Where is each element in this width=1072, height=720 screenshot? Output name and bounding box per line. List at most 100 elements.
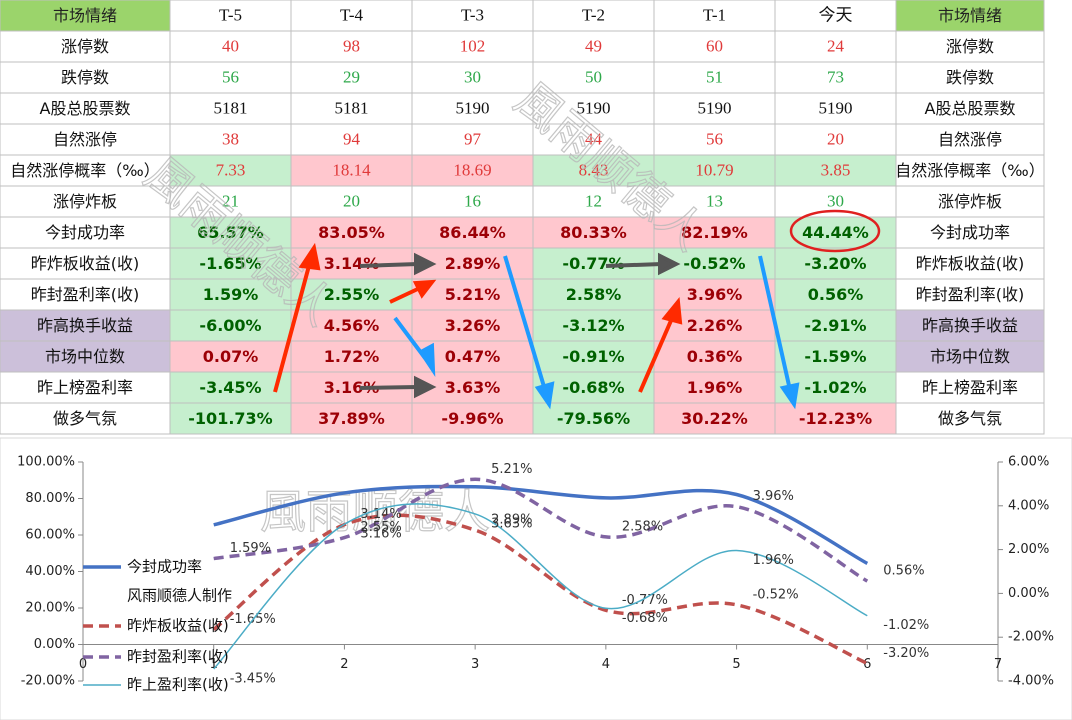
value-cell bbox=[169, 123, 292, 156]
value-cell bbox=[774, 154, 897, 187]
cell-value: 30.22% bbox=[681, 409, 748, 428]
cell-value: 2.26% bbox=[687, 316, 743, 335]
cell-value: 37.89% bbox=[318, 409, 385, 428]
cell-value: 5181 bbox=[214, 98, 248, 117]
cell-value: 2.89% bbox=[445, 254, 501, 273]
cell-value: 51 bbox=[706, 67, 723, 86]
data-label: 2.58% bbox=[622, 519, 663, 534]
cell-value: 73 bbox=[827, 67, 844, 86]
annotations bbox=[273, 209, 881, 410]
row-label: 自然涨停概率（‰） bbox=[10, 161, 159, 180]
header-text: 市场情绪 bbox=[938, 6, 1002, 25]
row-label: 市场中位数 bbox=[45, 347, 125, 366]
data-label: 5.21% bbox=[491, 462, 532, 477]
cell-value: -1.65% bbox=[199, 254, 261, 273]
y-tick-label: 80.00% bbox=[25, 491, 75, 506]
cell-value: 0.36% bbox=[687, 347, 743, 366]
row-label-cell bbox=[895, 61, 1045, 94]
cell-value: 94 bbox=[343, 129, 361, 148]
data-label: -0.68% bbox=[622, 611, 668, 626]
cell-value: 5190 bbox=[698, 98, 732, 117]
row-label-cell bbox=[0, 309, 171, 342]
row-label-cell bbox=[0, 185, 171, 218]
data-label: 3.63% bbox=[491, 516, 532, 531]
cell-value: -3.20% bbox=[804, 254, 866, 273]
row-label-cell bbox=[895, 247, 1045, 280]
cell-value: -6.00% bbox=[199, 316, 261, 335]
y-tick-label: 60.00% bbox=[25, 528, 75, 543]
cell-value: 98 bbox=[343, 36, 360, 55]
row-label: 跌停数 bbox=[61, 68, 109, 87]
header-cell bbox=[532, 0, 655, 32]
cell-value: 21 bbox=[222, 191, 239, 210]
cell-value: 5181 bbox=[335, 98, 369, 117]
row-label: 涨停炸板 bbox=[53, 192, 117, 211]
cell-value: -3.45% bbox=[199, 378, 261, 397]
cell-value: 5190 bbox=[819, 98, 853, 117]
cell-value: 0.07% bbox=[203, 347, 259, 366]
data-label: -1.02% bbox=[883, 618, 929, 633]
row-label-cell bbox=[895, 402, 1045, 435]
cell-value: 49 bbox=[585, 36, 602, 55]
value-cell bbox=[290, 371, 413, 404]
value-cell bbox=[532, 185, 655, 218]
data-label: 3.96% bbox=[753, 489, 794, 504]
value-cell bbox=[532, 30, 655, 63]
cell-value: 20 bbox=[827, 129, 844, 148]
row-label-cell bbox=[895, 278, 1045, 311]
row-label: 自然涨停 bbox=[53, 130, 117, 149]
cell-value: 40 bbox=[222, 36, 239, 55]
cell-value: -3.12% bbox=[562, 316, 624, 335]
cell-value: 82.19% bbox=[681, 223, 748, 242]
cell-value: -0.52% bbox=[683, 254, 745, 273]
value-cell bbox=[290, 216, 413, 249]
cell-value: 3.16% bbox=[324, 378, 380, 397]
legend-label: 昨炸板收益(收) bbox=[127, 617, 229, 635]
gray-arrows bbox=[359, 252, 681, 399]
cell-value: 7.33 bbox=[216, 160, 246, 179]
cell-value: -1.59% bbox=[804, 347, 866, 366]
cell-value: 16 bbox=[464, 191, 481, 210]
row-label: 跌停数 bbox=[946, 68, 994, 87]
value-cell bbox=[653, 92, 776, 125]
value-cell bbox=[653, 123, 776, 156]
cell-value: 44 bbox=[585, 129, 603, 148]
blue-arrows bbox=[393, 255, 800, 410]
value-cell bbox=[774, 123, 897, 156]
value-cell bbox=[774, 309, 897, 342]
line-chart: 風雨顺德人-20.00%0.00%20.00%40.00%60.00%80.00… bbox=[0, 437, 1072, 720]
header-text: 今天 bbox=[819, 5, 853, 24]
row-label-cell bbox=[0, 92, 171, 125]
data-label: 0.56% bbox=[883, 564, 924, 579]
value-cell bbox=[290, 154, 413, 187]
cell-value: 1.72% bbox=[324, 347, 380, 366]
data-label: 2.89% bbox=[491, 513, 532, 528]
data-label: 3.14% bbox=[360, 507, 401, 522]
cell-value: 80.33% bbox=[560, 223, 627, 242]
value-cell bbox=[411, 92, 534, 125]
value-cell bbox=[169, 309, 292, 342]
cell-value: 102 bbox=[460, 36, 486, 55]
y-tick-label: 100.00% bbox=[17, 455, 75, 470]
y-tick-label: 20.00% bbox=[25, 601, 75, 616]
value-cell bbox=[290, 402, 413, 435]
x-tick-label: 0 bbox=[79, 657, 87, 672]
value-cell bbox=[169, 247, 292, 280]
cell-value: -9.96% bbox=[441, 409, 503, 428]
row-label: 昨上榜盈利率 bbox=[37, 378, 133, 397]
value-cell bbox=[290, 309, 413, 342]
cell-value: -0.91% bbox=[562, 347, 624, 366]
cell-value: 56 bbox=[222, 67, 239, 86]
value-cell bbox=[411, 61, 534, 94]
series-line bbox=[213, 484, 869, 565]
row-label: 昨炸板收益(收) bbox=[31, 254, 140, 273]
cell-value: 3.26% bbox=[445, 316, 501, 335]
value-cell bbox=[411, 309, 534, 342]
cell-value: 0.47% bbox=[445, 347, 501, 366]
chart-area bbox=[0, 437, 1072, 720]
cell-value: 97 bbox=[464, 129, 482, 148]
value-cell bbox=[532, 61, 655, 94]
value-cell bbox=[411, 185, 534, 218]
